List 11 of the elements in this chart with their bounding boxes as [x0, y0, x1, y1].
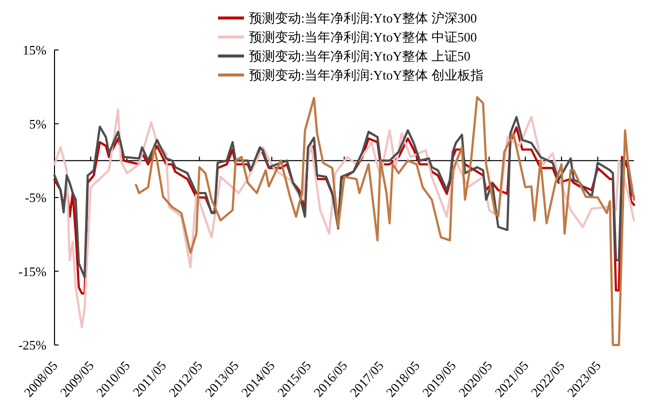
line-series: [134, 96, 636, 346]
legend-label: 预测变动:当年净利润:YtoY整体 中证500: [249, 30, 477, 45]
y-tick-label: -25%: [18, 338, 47, 353]
y-tick-label: -15%: [18, 264, 47, 279]
legend-label: 预测变动:当年净利润:YtoY整体 沪深300: [249, 10, 477, 26]
legend-label: 预测变动:当年净利润:YtoY整体 创业板指: [249, 68, 484, 83]
y-tick-label: 5%: [29, 116, 47, 132]
line-series: [53, 108, 636, 328]
y-tick-label: -5%: [24, 190, 47, 206]
legend-label: 预测变动:当年净利润:YtoY整体 上证50: [249, 48, 470, 64]
y-tick-label: 15%: [22, 42, 47, 58]
